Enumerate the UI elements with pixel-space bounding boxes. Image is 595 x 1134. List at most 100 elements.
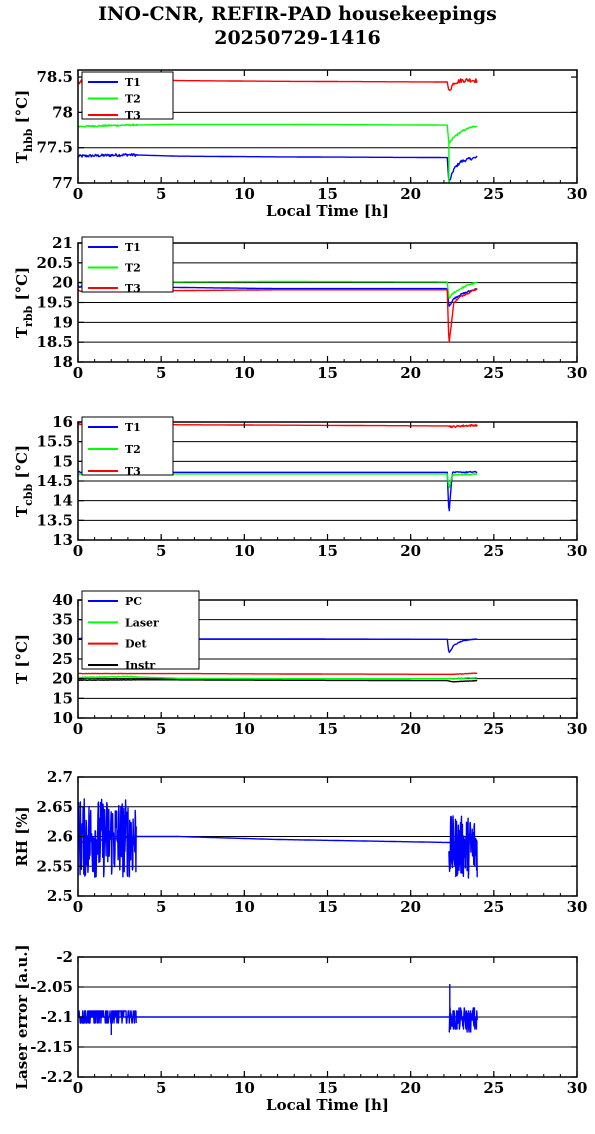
- chart-panel-5: 0 5 10 15 20 25 30 2.5 2.55 2.6 2.65 2.7 RH [%]: [13, 768, 587, 916]
- x-tick-label: 30: [567, 542, 588, 560]
- x-tick-label: 10: [234, 898, 255, 916]
- legend-label-pc: PC: [125, 595, 142, 608]
- y-tick-label: 78: [52, 103, 73, 121]
- x-tick-label: 5: [156, 542, 166, 560]
- y-axis-label: RH [%]: [13, 806, 31, 866]
- series-line-data: [78, 798, 478, 879]
- x-axis-label: Local Time [h]: [266, 202, 389, 220]
- x-tick-label: 5: [156, 720, 166, 738]
- y-axis-label: Trbb [°C]: [13, 267, 35, 338]
- y-axis-label: Thbb [°C]: [13, 90, 35, 163]
- legend-label-t3: T3: [125, 282, 141, 295]
- y-tick-label: 20: [52, 274, 73, 292]
- y-tick-label: 2.65: [36, 798, 73, 816]
- legend-label-instr: Instr: [125, 659, 155, 672]
- legend-box: [81, 590, 200, 670]
- series-line-t3: [78, 288, 478, 343]
- y-tick-label: 18: [52, 353, 73, 371]
- x-tick-label: 25: [483, 1079, 504, 1097]
- y-tick-label: 15.5: [36, 433, 73, 451]
- x-axis-label: Local Time [h]: [266, 1096, 389, 1114]
- x-tick-label: 10: [234, 542, 255, 560]
- y-tick-label: 19: [52, 313, 73, 331]
- legend: T1 T2 T3: [81, 71, 174, 122]
- x-tick-label: 20: [400, 1079, 421, 1097]
- legend-box: [81, 71, 174, 120]
- x-tick-label: 20: [400, 364, 421, 382]
- y-tick-label: -2.2: [41, 1068, 73, 1086]
- x-tick-label: 20: [400, 542, 421, 560]
- x-tick-label: 20: [400, 898, 421, 916]
- y-tick-label: 77.5: [36, 139, 73, 157]
- legend-label-t1: T1: [125, 421, 141, 434]
- series-line-instr: [78, 679, 478, 683]
- y-tick-label: 30: [52, 630, 73, 648]
- figure-title: INO-CNR, REFIR-PAD housekeepings 2025072…: [0, 2, 595, 50]
- series-line-laser: [78, 675, 478, 680]
- y-tick-label: 14: [52, 492, 73, 510]
- x-tick-label: 30: [567, 185, 588, 203]
- y-tick-label: 15: [52, 452, 73, 470]
- chart-panel-1: 0 5 10 15 20 25 30 77 77.5 78 78.5 Local Time [h] Th…: [13, 68, 587, 220]
- legend-label-laser: Laser: [125, 616, 159, 629]
- x-tick-label: 10: [234, 364, 255, 382]
- x-tick-label: 0: [73, 898, 83, 916]
- legend-label-t2: T2: [125, 262, 141, 275]
- y-tick-label: -2.05: [30, 978, 73, 996]
- x-tick-label: 5: [156, 898, 166, 916]
- y-tick-label: 14.5: [36, 472, 73, 490]
- x-tick-label: 15: [317, 898, 338, 916]
- x-tick-label: 30: [567, 720, 588, 738]
- legend: T1 T2 T3: [81, 236, 174, 295]
- series-group: [78, 984, 478, 1035]
- legend: T1 T2 T3: [81, 416, 174, 478]
- x-tick-label: 5: [156, 364, 166, 382]
- legend: PC Laser Det Instr: [81, 590, 200, 672]
- x-tick-label: 15: [317, 720, 338, 738]
- x-tick-label: 15: [317, 364, 338, 382]
- y-tick-label: 15: [52, 689, 73, 707]
- x-tick-label: 25: [483, 898, 504, 916]
- series-line-t1: [78, 152, 478, 182]
- y-tick-label: 77: [52, 174, 73, 192]
- y-axis-label: Laser error [a.u.]: [13, 944, 31, 1089]
- x-tick-label: 10: [234, 1079, 255, 1097]
- legend-label-t2: T2: [125, 443, 141, 456]
- x-tick-label: 0: [73, 185, 83, 203]
- y-tick-label: 2.55: [36, 857, 73, 875]
- y-tick-label: 21: [52, 234, 73, 252]
- legend-label-t3: T3: [125, 465, 141, 478]
- y-tick-label: 2.6: [47, 828, 73, 846]
- y-axis-label: Tcbb [°C]: [13, 445, 35, 517]
- x-tick-label: 5: [156, 1079, 166, 1097]
- y-axis-label: T [°C]: [13, 634, 31, 684]
- x-tick-label: 25: [483, 364, 504, 382]
- x-tick-label: 15: [317, 542, 338, 560]
- legend-label-t1: T1: [125, 76, 141, 89]
- x-tick-label: 0: [73, 364, 83, 382]
- x-tick-label: 20: [400, 185, 421, 203]
- series-group: [78, 798, 478, 879]
- y-tick-label: 40: [52, 591, 73, 609]
- y-tick-label: -2: [56, 948, 73, 966]
- y-tick-label: 20.5: [36, 254, 73, 272]
- y-tick-label: 20: [52, 670, 73, 688]
- y-tick-label: 13.5: [36, 511, 73, 529]
- y-tick-label: 2.5: [47, 887, 73, 905]
- x-tick-label: 5: [156, 185, 166, 203]
- chart-panel-6: 0 5 10 15 20 25 30 -2.2 -2.15 -2.1 -2.05 -2 Local Ti…: [13, 944, 587, 1114]
- x-tick-label: 25: [483, 542, 504, 560]
- legend-label-t3: T3: [125, 109, 141, 122]
- x-tick-label: 0: [73, 542, 83, 560]
- x-tick-label: 25: [483, 720, 504, 738]
- x-tick-label: 15: [317, 185, 338, 203]
- x-tick-label: 30: [567, 898, 588, 916]
- y-tick-label: 25: [52, 650, 73, 668]
- x-tick-label: 15: [317, 1079, 338, 1097]
- y-tick-label: 10: [52, 709, 73, 727]
- x-tick-label: 25: [483, 185, 504, 203]
- x-tick-label: 30: [567, 1079, 588, 1097]
